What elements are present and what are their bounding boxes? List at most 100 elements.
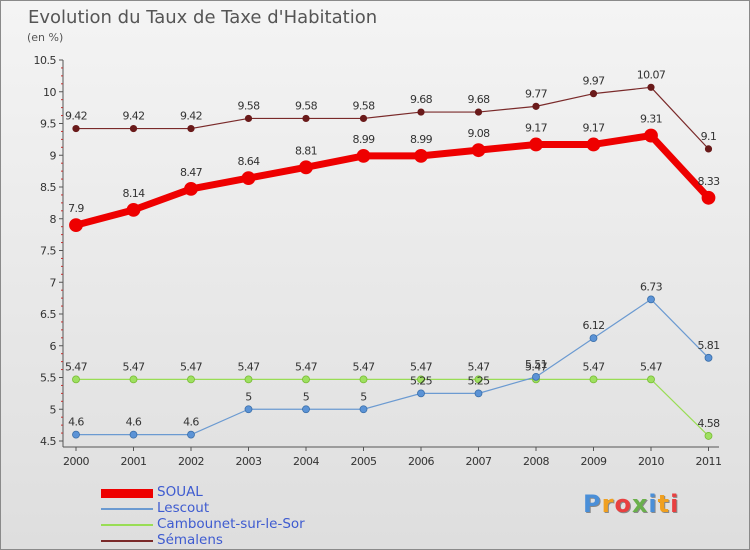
legend-swatch [101,488,153,498]
data-label-soual: 9.31 [640,113,662,126]
data-point-semalens [647,83,655,91]
data-point-soual [184,182,198,196]
y-tick-label: 6.5 [40,308,56,321]
x-tick-label: 2001 [121,455,147,468]
data-label-soual: 8.64 [237,155,260,168]
chart-title: Evolution du Taux de Taxe d'Habitation [28,7,378,28]
data-point-semalens [129,124,138,133]
data-point-semalens [532,102,540,110]
data-label-lescout: 6.12 [582,319,604,332]
x-tick-label: 2011 [696,455,722,468]
legend-label: Lescout [157,500,210,516]
data-label-lescout: 5.81 [697,339,719,352]
y-tick-label: 7.5 [40,245,56,258]
data-point-semalens [589,90,598,98]
data-label-cambounet-sur-le-sor: 5.47 [180,360,203,373]
data-point-semalens [704,145,713,153]
legend-label: Cambounet-sur-le-Sor [157,516,305,532]
legend-swatch [101,540,153,542]
data-point-cambounet-sur-le-sor [647,375,655,384]
y-tick-label: 10.5 [34,54,57,67]
data-point-lescout [474,389,483,398]
data-label-semalens: 10.07 [637,68,666,81]
data-label-cambounet-sur-le-sor: 5.47 [237,360,260,373]
data-point-lescout [244,405,253,414]
y-tick-label: 5.5 [40,372,56,385]
data-label-soual: 8.99 [410,133,433,146]
data-label-semalens: 9.58 [237,99,260,112]
x-tick-label: 2006 [408,455,434,468]
x-tick-label: 2009 [581,455,607,468]
x-tick-label: 2008 [523,455,549,468]
data-label-soual: 9.17 [525,121,548,134]
data-point-semalens [187,124,195,133]
data-label-lescout: 5.51 [525,358,547,371]
data-point-cambounet-sur-le-sor [417,375,425,384]
data-point-semalens [302,114,310,123]
data-label-cambounet-sur-le-sor: 5.47 [582,360,605,373]
data-point-cambounet-sur-le-sor [302,375,310,384]
data-label-semalens: 9.1 [701,130,717,143]
data-point-cambounet-sur-le-sor [129,375,138,384]
data-label-cambounet-sur-le-sor: 5.47 [467,360,490,373]
data-point-soual [356,148,371,163]
data-point-cambounet-sur-le-sor [244,375,253,384]
data-point-lescout [417,389,425,398]
data-point-semalens [474,108,483,116]
data-point-lescout [359,405,368,414]
y-tick-label: 8 [50,213,57,226]
data-label-semalens: 9.58 [352,99,375,112]
data-point-soual [701,190,716,205]
data-point-cambounet-sur-le-sor [704,432,713,440]
data-label-cambounet-sur-le-sor: 4.58 [697,417,720,430]
x-tick-label: 2007 [466,455,492,468]
data-label-soual: 8.99 [352,133,375,146]
data-point-soual [126,202,141,217]
data-point-soual [69,218,83,233]
data-point-soual [529,137,543,152]
data-point-lescout [187,430,195,439]
data-point-soual [241,171,256,186]
y-tick-label: 4.5 [40,435,56,448]
data-label-soual: 9.08 [467,127,490,140]
x-tick-label: 2000 [63,455,89,468]
data-label-cambounet-sur-le-sor: 5.47 [122,360,145,373]
data-point-soual [644,128,658,143]
legend-swatch [101,524,153,526]
series-line-semalens [75,86,710,150]
data-point-cambounet-sur-le-sor [359,375,368,384]
data-label-soual: 8.47 [180,166,203,179]
data-label-semalens: 9.97 [582,75,605,88]
data-point-semalens [417,108,425,116]
data-label-soual: 9.17 [582,121,605,134]
data-label-semalens: 9.68 [410,93,433,106]
data-label-semalens: 9.58 [295,99,318,112]
data-label-semalens: 9.68 [467,93,490,106]
data-label-lescout: 4.6 [183,416,199,429]
data-label-soual: 7.9 [68,202,84,215]
data-point-lescout [302,405,310,414]
data-label-lescout: 5.25 [410,374,433,387]
y-tick-label: 9 [50,149,57,162]
data-label-cambounet-sur-le-sor: 5.47 [525,360,548,373]
y-tick-label: 8.5 [40,181,56,194]
data-label-lescout: 5 [245,390,252,403]
data-point-lescout [129,430,138,439]
data-point-lescout [704,353,713,362]
data-label-soual: 8.81 [295,144,317,157]
legend-swatch [101,508,153,510]
data-point-semalens [72,124,80,133]
data-label-cambounet-sur-le-sor: 5.47 [640,360,663,373]
x-tick-label: 2010 [638,455,664,468]
data-point-soual [299,160,313,175]
x-tick-label: 2003 [236,455,262,468]
data-label-lescout: 4.6 [68,416,84,429]
data-point-lescout [532,372,540,381]
x-tick-label: 2005 [351,455,377,468]
legend-label: Sémalens [157,532,223,548]
data-label-lescout: 5.25 [467,374,490,387]
data-point-lescout [647,295,655,304]
data-label-lescout: 5 [303,390,310,403]
data-point-cambounet-sur-le-sor [474,375,483,384]
y-tick-label: 5 [50,403,57,416]
